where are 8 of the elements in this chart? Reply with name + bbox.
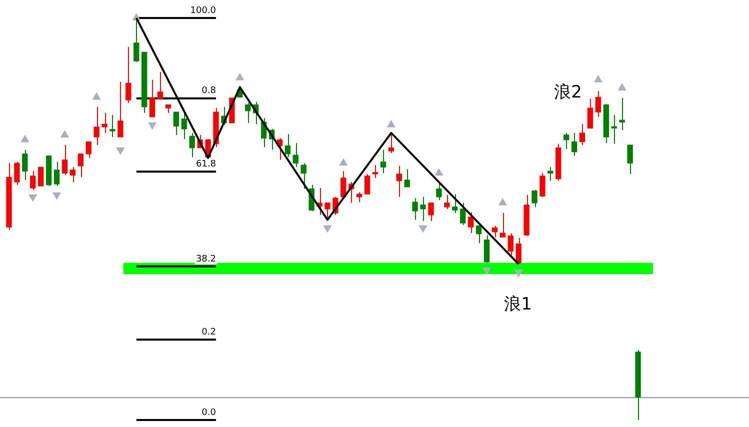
ref-line-label: 61.8 — [196, 159, 216, 170]
ref-line-label: 0.2 — [202, 327, 216, 338]
annotation: 浪1 — [504, 294, 532, 314]
ref-line-label: 0.8 — [202, 86, 216, 96]
annotation: 浪2 — [554, 82, 582, 102]
ref-line-label: 0.0 — [202, 408, 216, 418]
ref-line-label: 38.2 — [196, 254, 216, 264]
ref-line-label: 100.0 — [190, 6, 216, 16]
